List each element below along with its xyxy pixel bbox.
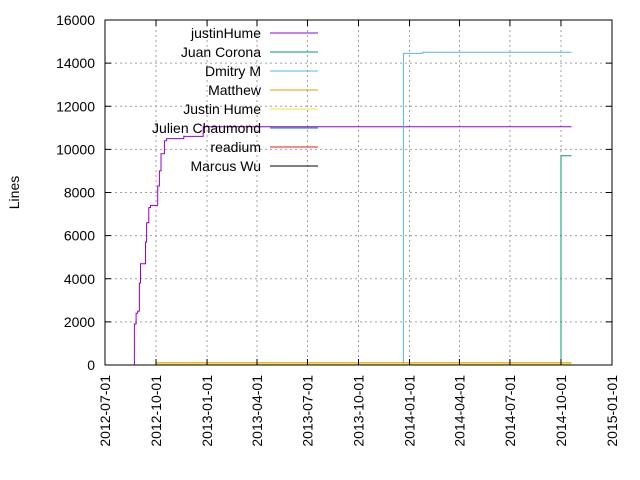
grid (105, 20, 612, 365)
x-tick-label: 2012-10-01 (148, 375, 164, 447)
axis-ticks: 0 2000 4000 6000 8000 10000 12000 14000 16000 201… (56, 12, 620, 447)
legend-label-dmitry-m: Dmitry M (205, 63, 261, 79)
y-tick-label: 0 (87, 357, 95, 373)
x-tick-label: 2014-10-01 (553, 375, 569, 447)
y-tick-label: 10000 (56, 141, 95, 157)
y-tick-label: 8000 (64, 185, 95, 201)
y-tick-label: 2000 (64, 314, 95, 330)
legend: justinHume Juan Corona Dmitry M Matthew Just… (152, 25, 318, 174)
legend-label-marcus-wu: Marcus Wu (190, 158, 261, 174)
series-line-juan-corona (349, 155, 572, 366)
x-tick-label: 2013-01-01 (199, 375, 215, 447)
y-tick-label: 14000 (56, 55, 95, 71)
x-tick-label: 2014-01-01 (402, 375, 418, 447)
x-tick-label: 2014-04-01 (451, 375, 467, 447)
y-tick-label: 6000 (64, 228, 95, 244)
y-axis-label: Lines (6, 176, 22, 209)
series-lines (133, 51, 572, 366)
x-tick-label: 2013-04-01 (249, 375, 265, 447)
x-tick-label: 2014-07-01 (502, 375, 518, 447)
legend-label-matthew: Matthew (208, 82, 262, 98)
x-tick-label: 2015-01-01 (604, 375, 620, 447)
series-line-dmitry-m (349, 51, 572, 366)
series-line-justinhume (133, 126, 572, 366)
x-tick-label: 2013-07-01 (299, 375, 315, 447)
y-tick-label: 16000 (56, 12, 95, 28)
y-tick-label: 12000 (56, 98, 95, 114)
legend-label-juan-corona: Juan Corona (181, 44, 261, 60)
legend-label-justinhume: justinHume (190, 25, 261, 41)
x-tick-label: 2013-10-01 (351, 375, 367, 447)
y-tick-label: 4000 (64, 271, 95, 287)
legend-label-readium: readium (210, 139, 261, 155)
x-tick-label: 2012-07-01 (97, 375, 113, 447)
legend-label-justin-hume: Justin Hume (183, 101, 261, 117)
legend-label-julien-chaumond: Julien Chaumond (152, 120, 261, 136)
